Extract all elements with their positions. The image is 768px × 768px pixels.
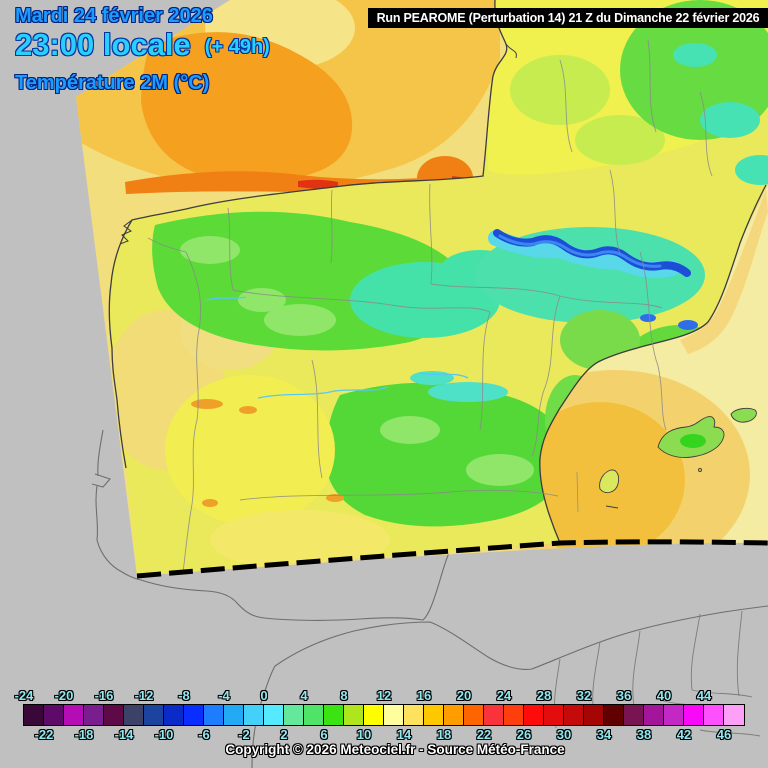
date-label: Mardi 24 février 2026 (15, 5, 213, 27)
header-block: Mardi 24 février 2026 23:00 locale (+ 49h… (15, 6, 270, 94)
colorbar-label: 10 (356, 727, 372, 742)
colorbar-cell (384, 705, 404, 725)
colorbar-cell (524, 705, 544, 725)
colorbar-cell (284, 705, 304, 725)
colorbar-cell (324, 705, 344, 725)
colorbar-label: -10 (154, 727, 174, 742)
colorbar-cell (564, 705, 584, 725)
ibiza-island (599, 469, 620, 494)
colorbar-label: 32 (576, 688, 592, 703)
mediterranean-warm-blob (515, 402, 685, 558)
colorbar-cell (644, 705, 664, 725)
colorbar-label: -22 (34, 727, 54, 742)
colorbar-label: 12 (376, 688, 392, 703)
colorbar-cell (424, 705, 444, 725)
colorbar-label: -4 (218, 688, 230, 703)
colorbar-bottom-labels: -22 -18 -14 -10 -6 -2 2 6 10 14 18 22 26 30 34 38 42 46 (24, 727, 744, 742)
parameter-label: Température 2M (°C) (15, 71, 210, 94)
colorbar-cell (44, 705, 64, 725)
colorbar-cell (404, 705, 424, 725)
graticule-line (576, 471, 579, 513)
colorbar-cell (204, 705, 224, 725)
colorbar-label: 16 (416, 688, 432, 703)
domain-boundary-line (136, 539, 768, 579)
colorbar-cell (184, 705, 204, 725)
colorbar-label: 40 (656, 688, 672, 703)
colorbar-cell (704, 705, 724, 725)
colorbar-cell (664, 705, 684, 725)
colorbar-cell (244, 705, 264, 725)
colorbar-label: 2 (280, 727, 288, 742)
colorbar-cell (724, 705, 744, 725)
copyright-label: Copyright © 2026 Meteociel.fr - Source M… (225, 742, 565, 757)
colorbar-cell (604, 705, 624, 725)
colorbar-label: 44 (696, 688, 712, 703)
colorbar-cell (504, 705, 524, 725)
balearic-islands (599, 407, 757, 509)
colorbar-label: -20 (54, 688, 74, 703)
colorbar-label: 26 (516, 727, 532, 742)
colorbar-label: 18 (436, 727, 452, 742)
colorbar-band (23, 704, 745, 726)
colorbar-label: -2 (238, 727, 250, 742)
colorbar-label: -12 (134, 688, 154, 703)
forecast-offset-label: (+ 49h) (204, 36, 270, 58)
colorbar-label: 42 (676, 727, 692, 742)
colorbar-label: 14 (396, 727, 412, 742)
colorbar-cell (64, 705, 84, 725)
colorbar-label: 28 (536, 688, 552, 703)
colorbar-label: 8 (340, 688, 348, 703)
colorbar-label: -18 (74, 727, 94, 742)
colorbar-cell (84, 705, 104, 725)
colorbar-label: -6 (198, 727, 210, 742)
colorbar-label: -24 (14, 688, 34, 703)
colorbar-top-labels: -24 -20 -16 -12 -8 -4 0 4 8 12 16 20 24 28 32 36 40 44 (15, 688, 744, 703)
rivers (205, 296, 469, 399)
colorbar-label: 36 (616, 688, 632, 703)
colorbar-cell (684, 705, 704, 725)
region-borders (147, 39, 713, 574)
colorbar-label: -8 (178, 688, 190, 703)
colorbar-label: 24 (496, 688, 512, 703)
colorbar-cell (344, 705, 364, 725)
colorbar-cell (264, 705, 284, 725)
colorbar-cell (224, 705, 244, 725)
colorbar-cell (364, 705, 384, 725)
menorca-island (730, 407, 757, 423)
colorbar-label: 38 (636, 727, 652, 742)
out-of-domain-coastlines (91, 429, 768, 768)
colorbar-cell (624, 705, 644, 725)
colorbar-label: 22 (476, 727, 492, 742)
colorbar-label: 30 (556, 727, 572, 742)
biscay-warm-blob (141, 32, 353, 183)
run-banner: Run PEAROME (Perturbation 14) 21 Z du Di… (368, 8, 768, 28)
local-time: 23:00 locale (15, 27, 191, 62)
colorbar-label: -16 (94, 688, 114, 703)
colorbar-cell (464, 705, 484, 725)
colorbar-label: 46 (716, 727, 732, 742)
colorbar-cell (124, 705, 144, 725)
colorbar-cell (104, 705, 124, 725)
colorbar-cell (144, 705, 164, 725)
colorbar-label: 6 (320, 727, 328, 742)
colorbar-label: -14 (114, 727, 134, 742)
colorbar-label: 34 (596, 727, 612, 742)
colorbar-cell (584, 705, 604, 725)
coastlines (108, 0, 767, 544)
colorbar-label: 4 (300, 688, 308, 703)
colorbar-label: 0 (260, 688, 268, 703)
colorbar-cell (164, 705, 184, 725)
colorbar-cell (304, 705, 324, 725)
colorbar-label: 20 (456, 688, 472, 703)
colorbar-cell (484, 705, 504, 725)
colorbar-cell (544, 705, 564, 725)
pyrenees-cold-band (488, 229, 691, 278)
time-label: 23:00 locale (+ 49h) (15, 27, 270, 62)
colorbar-cell (24, 705, 44, 725)
colorbar-cell (444, 705, 464, 725)
